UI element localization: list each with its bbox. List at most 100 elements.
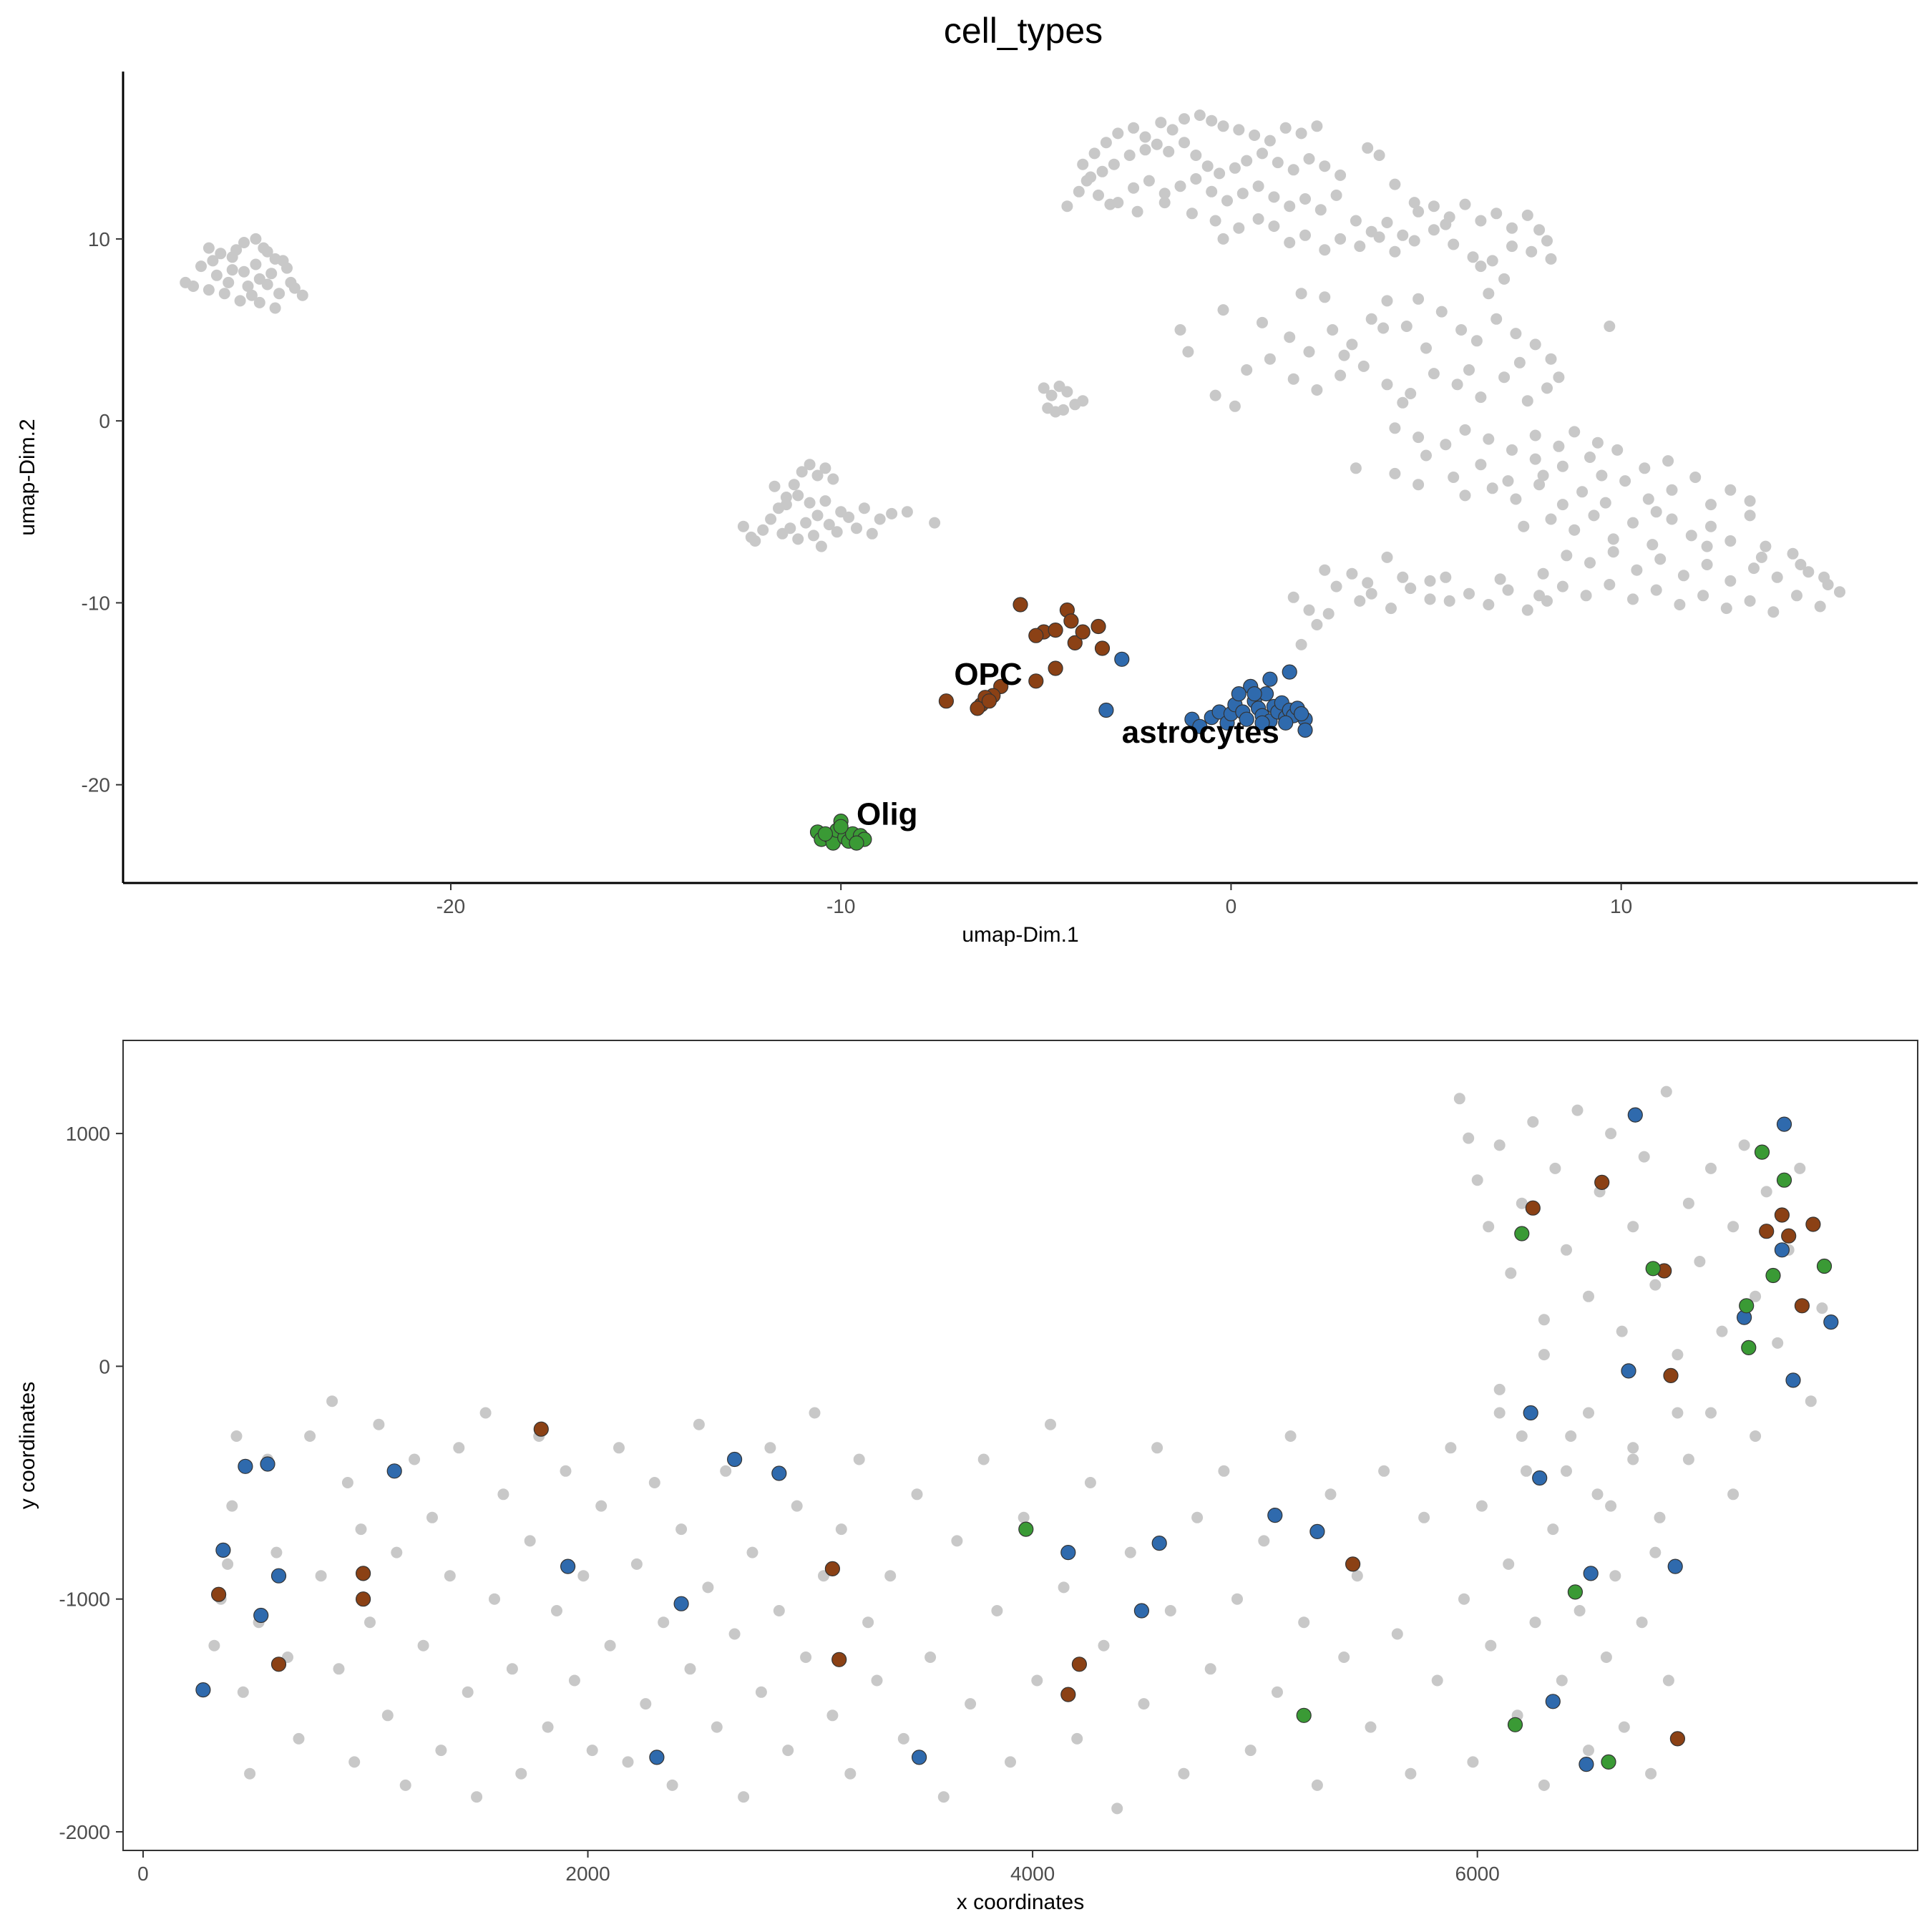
- umap-point-other: [1311, 120, 1323, 132]
- umap-point-other: [1822, 579, 1834, 590]
- spatial-point-other: [1561, 1465, 1572, 1477]
- spatial-x-tick-label: 6000: [1455, 1863, 1500, 1885]
- umap-point-other: [1201, 160, 1214, 172]
- spatial-point-other: [1516, 1430, 1528, 1442]
- umap-y-tick-label: 0: [99, 410, 110, 432]
- spatial-y-axis-title: y coordinates: [16, 1382, 39, 1509]
- spatial-x-tick-label: 0: [137, 1863, 149, 1885]
- spatial-point-other: [1521, 1465, 1532, 1477]
- umap-point-other: [1760, 540, 1772, 552]
- spatial-point-other: [1529, 1616, 1541, 1629]
- spatial-point-other: [1338, 1652, 1350, 1663]
- umap-point-other: [238, 265, 250, 278]
- umap-point-other: [1420, 342, 1432, 354]
- umap-point-other: [1112, 127, 1124, 140]
- umap-point-other: [1424, 593, 1436, 605]
- spatial-point-other: [244, 1767, 256, 1780]
- spatial-point-other: [355, 1523, 367, 1536]
- umap-point-other: [1521, 209, 1533, 221]
- spatial-point-other: [1574, 1605, 1586, 1616]
- cluster-label-astrocytes: astrocytes: [1122, 715, 1279, 750]
- umap-point-other: [1335, 233, 1347, 245]
- umap-point-other: [1834, 586, 1845, 598]
- spatial-point-other: [1058, 1581, 1070, 1594]
- spatial-point-other: [1561, 1244, 1572, 1256]
- spatial-point-other: [728, 1628, 741, 1640]
- umap-point-other: [1443, 595, 1455, 607]
- umap-point-other: [1491, 313, 1503, 325]
- spatial-point-other: [326, 1395, 338, 1407]
- spatial-point-astrocytes: [1583, 1566, 1599, 1581]
- umap-point-other: [273, 288, 286, 300]
- umap-point-astrocytes: [1114, 651, 1130, 667]
- umap-point-other: [1346, 567, 1358, 580]
- umap-y-tick-label: -20: [82, 774, 110, 796]
- umap-point-other: [265, 268, 278, 280]
- spatial-point-other: [1405, 1767, 1417, 1780]
- umap-point-other: [1284, 200, 1296, 213]
- umap-point-other: [1354, 240, 1366, 253]
- umap-point-other: [1373, 150, 1385, 161]
- spatial-point-other: [471, 1791, 483, 1803]
- spatial-point-astrocytes: [1627, 1107, 1643, 1123]
- spatial-scatter-panel: 0 2000 4000 6000 -2000 -1000 0 1000 x coordinate…: [16, 1040, 1918, 1914]
- umap-point-other: [1545, 353, 1557, 365]
- spatial-point-other: [1547, 1523, 1559, 1536]
- umap-point-other: [1287, 164, 1299, 176]
- spatial-point-other: [738, 1791, 750, 1803]
- umap-point-other: [1556, 499, 1568, 511]
- umap-point-other: [1299, 193, 1311, 205]
- umap-x-tick-label: 0: [1226, 895, 1237, 917]
- spatial-point-other: [871, 1674, 883, 1687]
- umap-point-other: [1319, 160, 1331, 172]
- umap-point-opc: [970, 701, 985, 716]
- spatial-point-other: [1750, 1290, 1762, 1302]
- umap-point-other: [1697, 590, 1709, 602]
- spatial-point-other: [782, 1745, 794, 1757]
- umap-point-other: [1521, 395, 1533, 407]
- umap-point-other: [1287, 591, 1299, 603]
- spatial-point-other: [809, 1407, 821, 1419]
- umap-point-other: [1038, 382, 1050, 394]
- umap-point-other: [1249, 130, 1261, 141]
- spatial-point-other: [1298, 1616, 1310, 1629]
- spatial-point-astrocytes: [195, 1682, 211, 1698]
- umap-point-other: [1724, 575, 1737, 587]
- umap-point-opc: [1063, 613, 1079, 629]
- umap-point-other: [1791, 590, 1802, 602]
- spatial-point-other: [1705, 1407, 1717, 1419]
- umap-point-other: [886, 507, 898, 519]
- umap-point-other: [1420, 449, 1432, 462]
- spatial-point-other: [1816, 1302, 1828, 1314]
- spatial-point-opc: [1663, 1367, 1679, 1384]
- spatial-point-other: [444, 1570, 456, 1582]
- umap-point-other: [1744, 495, 1756, 507]
- umap-point-other: [1607, 546, 1619, 558]
- spatial-point-olig: [1754, 1144, 1770, 1160]
- spatial-point-other: [648, 1477, 660, 1488]
- umap-point-other: [1190, 150, 1202, 161]
- umap-point-other: [1330, 580, 1342, 592]
- spatial-point-opc: [1774, 1207, 1790, 1223]
- umap-point-other: [1174, 180, 1186, 192]
- spatial-point-other: [1538, 1779, 1550, 1791]
- umap-point-other: [1319, 291, 1331, 303]
- umap-point-other: [1533, 479, 1546, 491]
- umap-point-olig: [849, 835, 864, 851]
- umap-point-other: [1486, 255, 1498, 267]
- umap-point-other: [1229, 400, 1241, 412]
- umap-point-other: [1506, 222, 1518, 234]
- spatial-point-other: [542, 1721, 554, 1733]
- umap-point-other: [180, 276, 192, 288]
- umap-point-other: [1674, 599, 1686, 610]
- spatial-point-other: [1204, 1663, 1216, 1675]
- umap-point-other: [1233, 124, 1245, 136]
- umap-point-other: [1561, 550, 1573, 562]
- umap-point-other: [1338, 349, 1350, 361]
- umap-point-other: [1128, 182, 1140, 194]
- umap-point-other: [1584, 557, 1596, 569]
- umap-point-other: [823, 519, 835, 531]
- spatial-point-other: [755, 1686, 767, 1698]
- umap-point-other: [1045, 389, 1058, 401]
- spatial-point-other: [1627, 1442, 1639, 1454]
